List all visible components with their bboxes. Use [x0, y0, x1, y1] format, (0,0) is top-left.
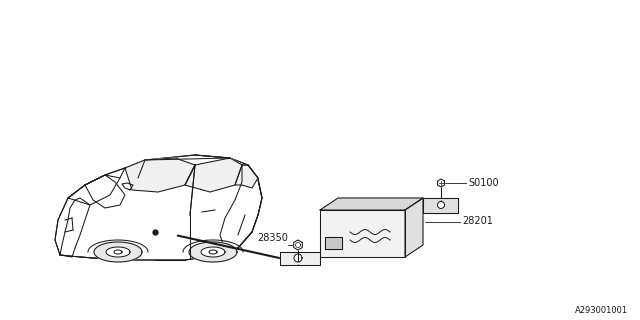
Polygon shape — [106, 247, 130, 257]
Polygon shape — [438, 179, 444, 187]
Text: S0100: S0100 — [468, 178, 499, 188]
Polygon shape — [185, 158, 242, 192]
Polygon shape — [438, 202, 445, 209]
Polygon shape — [201, 247, 225, 257]
Polygon shape — [114, 250, 122, 254]
Polygon shape — [55, 155, 262, 260]
Polygon shape — [94, 242, 142, 262]
Polygon shape — [320, 210, 405, 257]
Polygon shape — [423, 198, 458, 213]
Polygon shape — [405, 198, 423, 257]
Text: 28201: 28201 — [462, 217, 493, 227]
Polygon shape — [294, 254, 302, 262]
Text: 28350: 28350 — [257, 233, 288, 243]
Polygon shape — [235, 165, 258, 188]
Polygon shape — [320, 198, 423, 210]
Text: A293001001: A293001001 — [575, 306, 628, 315]
Polygon shape — [325, 237, 342, 249]
Polygon shape — [209, 250, 217, 254]
Polygon shape — [189, 242, 237, 262]
Polygon shape — [294, 240, 302, 250]
Polygon shape — [280, 252, 320, 265]
Polygon shape — [125, 158, 195, 192]
